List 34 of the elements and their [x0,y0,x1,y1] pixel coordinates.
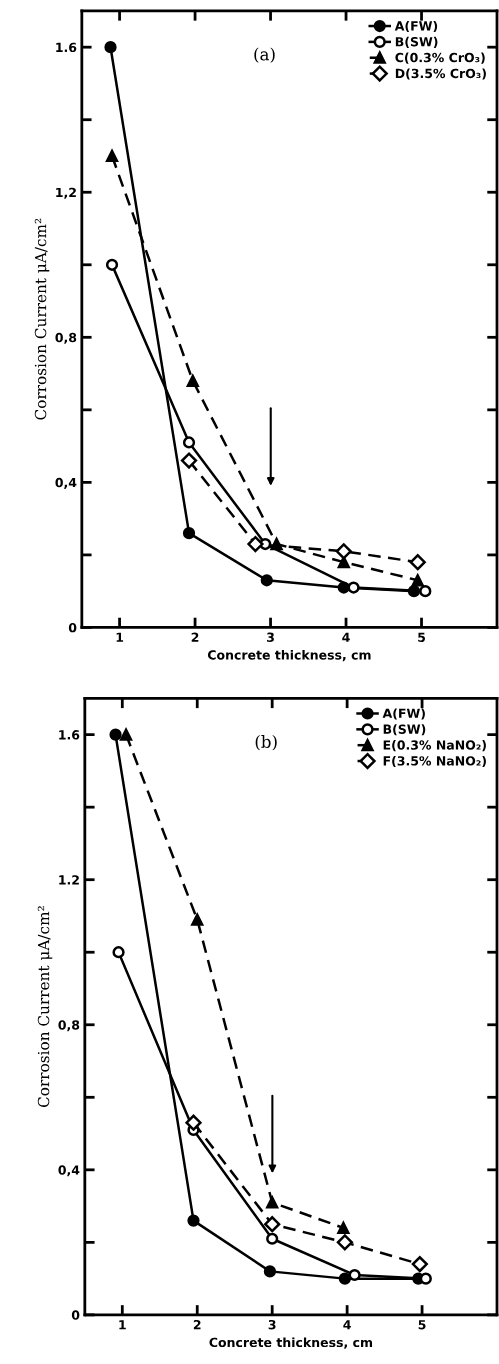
x-axis-title: Concrete thickness, cm [209,1337,373,1349]
legend-label: B(SW) [395,36,438,48]
x-axis-title: Concrete thickness, cm [207,649,371,662]
legend-label: D(3.5% CrO₃) [395,68,486,80]
legend-label: B(SW) [383,724,426,736]
x-tick-label: 1 [119,1320,126,1330]
x-tick-label: 5 [418,632,425,642]
y-tick-label: 1.6 [56,42,77,53]
y-tick-label: 0,8 [55,332,77,344]
y-tick-label: 0,8 [58,1020,80,1032]
legend-label: F(3.5% NaNO₂) [383,755,486,768]
x-tick-label: 3 [268,1319,276,1330]
y-axis-title: Corrosion Current μA/cm² [37,906,53,1108]
legend-label: A(FW) [382,708,425,720]
y-tick-label: 0,4 [58,1165,80,1177]
x-tick-label: 4 [342,632,350,642]
y-tick-label: 1.2 [59,875,79,885]
y-axis-title: Corrosion Current μA/cm² [34,218,50,420]
legend-label: E(0.3% NaNO₂) [383,740,486,752]
y-tick-label: 1,2 [56,187,76,199]
x-tick-label: 1 [116,632,124,642]
x-tick-label: 2 [193,1319,201,1330]
x-tick-label: 2 [191,632,199,642]
x-tick-label: 5 [418,1320,426,1330]
y-tick-label: 0 [68,622,77,633]
x-tick-label: 4 [343,1320,351,1330]
x-tick-label: 3 [267,632,274,642]
annotation: (a) [254,47,275,63]
y-tick-label: 0 [71,1310,80,1320]
legend-label: A(FW) [394,20,438,33]
legend-label: C(0.3% CrO₃) [395,52,485,64]
y-tick-label: 1.6 [59,730,80,740]
annotation: (b) [255,735,277,751]
y-tick-label: 0,4 [55,477,77,489]
